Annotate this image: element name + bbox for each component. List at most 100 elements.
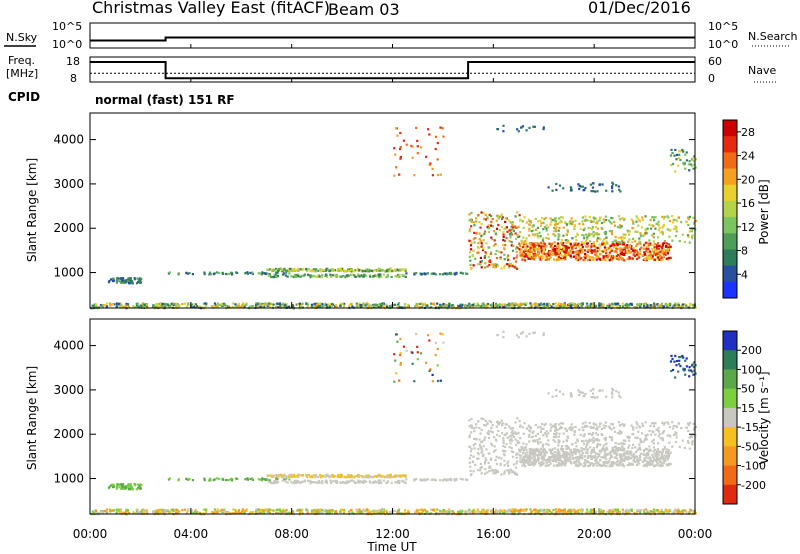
data-cell bbox=[655, 451, 659, 454]
data-cell bbox=[533, 251, 536, 254]
data-cell bbox=[520, 454, 523, 457]
data-cell bbox=[496, 422, 500, 425]
data-cell bbox=[586, 254, 589, 257]
data-cell bbox=[565, 455, 568, 459]
data-cell bbox=[571, 237, 574, 240]
data-cell bbox=[672, 218, 675, 221]
data-cell bbox=[639, 220, 642, 223]
data-cell bbox=[196, 305, 199, 308]
data-cell bbox=[359, 509, 362, 513]
data-cell bbox=[621, 511, 625, 514]
data-cell bbox=[394, 481, 397, 484]
data-cell bbox=[343, 510, 346, 513]
data-cell bbox=[541, 461, 544, 464]
data-cell bbox=[534, 453, 537, 456]
data-cell bbox=[554, 251, 557, 254]
data-cell bbox=[564, 239, 567, 242]
data-cell bbox=[632, 455, 635, 458]
data-cell bbox=[558, 226, 561, 229]
data-cell bbox=[537, 220, 540, 223]
data-cell bbox=[472, 221, 475, 224]
data-cell bbox=[349, 273, 352, 276]
data-cell bbox=[615, 251, 618, 254]
data-cell bbox=[611, 255, 615, 258]
data-cell bbox=[208, 271, 212, 274]
data-cell bbox=[575, 255, 578, 258]
data-cell bbox=[397, 475, 400, 478]
data-cell bbox=[225, 511, 228, 514]
data-cell bbox=[385, 305, 389, 308]
data-cell bbox=[694, 512, 697, 515]
data-cell bbox=[622, 218, 626, 221]
data-cell bbox=[516, 235, 520, 238]
data-cell bbox=[662, 511, 665, 514]
data-cell bbox=[586, 305, 589, 308]
data-cell bbox=[329, 273, 332, 276]
data-cell bbox=[633, 306, 636, 309]
data-cell bbox=[545, 451, 548, 454]
data-cell bbox=[387, 474, 390, 478]
data-cell bbox=[533, 456, 536, 459]
data-cell bbox=[562, 234, 565, 237]
data-cell bbox=[266, 510, 269, 513]
data-cell bbox=[577, 253, 580, 256]
data-cell bbox=[533, 452, 536, 455]
data-cell bbox=[405, 512, 408, 515]
data-cell bbox=[526, 456, 529, 459]
data-cell bbox=[131, 280, 134, 283]
data-cell bbox=[496, 420, 499, 423]
data-cell bbox=[434, 479, 438, 482]
data-cell bbox=[618, 256, 621, 259]
data-cell bbox=[669, 245, 672, 248]
data-cell bbox=[242, 509, 246, 512]
data-cell bbox=[587, 510, 590, 514]
data-cell bbox=[365, 476, 368, 479]
data-cell bbox=[411, 156, 414, 159]
data-cell bbox=[223, 303, 226, 306]
data-cell bbox=[529, 254, 532, 257]
data-cell bbox=[511, 228, 514, 231]
data-cell bbox=[494, 459, 497, 462]
data-cell bbox=[317, 475, 320, 478]
data-cell bbox=[199, 511, 202, 515]
data-cell bbox=[688, 160, 691, 163]
data-cell bbox=[361, 511, 364, 514]
data-cell bbox=[491, 305, 494, 308]
data-cell bbox=[487, 461, 490, 464]
data-cell bbox=[102, 510, 105, 513]
data-cell bbox=[658, 305, 661, 308]
data-cell bbox=[512, 432, 515, 435]
data-cell bbox=[641, 216, 644, 219]
data-cell bbox=[139, 281, 142, 284]
data-cell bbox=[569, 242, 572, 245]
data-cell bbox=[350, 474, 353, 477]
data-cell bbox=[396, 481, 399, 484]
data-cell bbox=[669, 508, 672, 511]
data-cell bbox=[276, 508, 279, 511]
data-cell bbox=[315, 509, 318, 513]
data-cell bbox=[135, 512, 138, 515]
data-cell bbox=[650, 257, 654, 260]
data-cell bbox=[652, 216, 655, 219]
data-cell bbox=[596, 227, 599, 230]
data-cell bbox=[212, 511, 215, 514]
data-cell bbox=[554, 227, 557, 230]
data-cell bbox=[218, 477, 221, 481]
data-cell bbox=[358, 269, 361, 272]
data-cell bbox=[581, 250, 584, 253]
data-cell bbox=[348, 510, 351, 513]
data-cell bbox=[687, 235, 690, 238]
data-cell bbox=[367, 509, 370, 512]
data-cell bbox=[258, 302, 261, 305]
data-cell bbox=[501, 422, 504, 425]
data-cell bbox=[481, 440, 484, 443]
data-cell bbox=[325, 509, 328, 512]
data-cell bbox=[557, 459, 561, 462]
data-cell bbox=[677, 302, 680, 305]
noise-left-tick-bottom: 10^0 bbox=[52, 38, 82, 51]
data-cell bbox=[632, 249, 635, 252]
data-cell bbox=[634, 455, 637, 458]
data-cell bbox=[543, 218, 546, 221]
data-cell bbox=[692, 304, 695, 307]
data-cell bbox=[573, 224, 576, 227]
